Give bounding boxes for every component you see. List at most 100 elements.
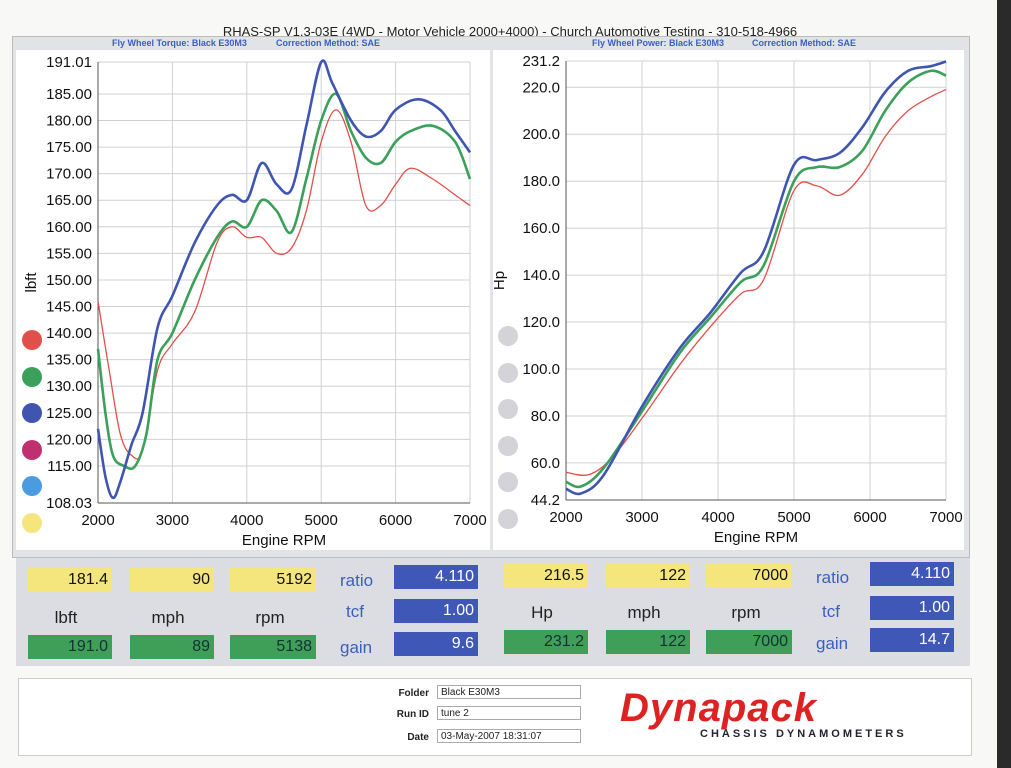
legend-dot-grey[interactable] — [498, 435, 518, 456]
torque-y-tick-label: 125.00 — [46, 405, 92, 422]
legend-dot-grey[interactable] — [498, 508, 518, 529]
legend-dot-red[interactable] — [22, 330, 42, 350]
torque-panel — [16, 50, 490, 550]
power-y-tick-label: 60.0 — [531, 455, 560, 472]
torque-y-tick-label: 150.00 — [46, 272, 92, 289]
torque-y-tick-label: 175.00 — [46, 139, 92, 156]
speed-peak-value-right: 122 — [606, 630, 690, 654]
legend-dot-grey[interactable] — [498, 362, 518, 383]
power-y-tick-label: 44.2 — [531, 492, 560, 509]
rpm-unit-label-right: rpm — [731, 603, 761, 622]
power-x-axis-label: Engine RPM — [714, 529, 798, 546]
torque-y-tick-label: 185.00 — [46, 86, 92, 103]
torque-x-tick-label: 2000 — [81, 512, 114, 529]
torque-x-tick-label: 4000 — [230, 512, 263, 529]
power-x-tick-label: 5000 — [777, 509, 810, 526]
speed-unit-label-right: mph — [627, 603, 661, 622]
speed-cursor-value: 90 — [130, 568, 214, 592]
torque-x-tick-label: 7000 — [453, 512, 486, 529]
legend-dot-magenta[interactable] — [22, 439, 42, 460]
folder-value: Black E30M3 — [437, 685, 581, 699]
scan-edge — [997, 0, 1011, 768]
power-x-tick-label: 2000 — [549, 509, 582, 526]
speed-cursor-value-right: 122 — [606, 564, 690, 588]
torque-y-tick-label: 180.00 — [46, 113, 92, 130]
ratio-label: ratio — [340, 571, 374, 590]
torque-y-tick-label: 155.00 — [46, 245, 92, 262]
legend-dot-blue[interactable] — [22, 403, 42, 423]
gain-value-right: 14.7 — [870, 628, 954, 652]
legend-dot-grey[interactable] — [498, 326, 518, 346]
torque-x-tick-label: 3000 — [156, 512, 189, 529]
torque-y-axis-label: lbft — [23, 272, 40, 293]
torque-y-tick-label: 145.00 — [46, 299, 92, 316]
power-cursor-value: 216.5 — [504, 564, 588, 588]
gain-label-right: gain — [816, 634, 849, 653]
torque-y-tick-label: 108.03 — [46, 495, 92, 512]
rpm-cursor-value-right: 7000 — [706, 564, 792, 588]
tcf-value-right: 1.00 — [870, 596, 954, 620]
legend-dot-grey[interactable] — [498, 399, 518, 419]
torque-peak-value: 191.0 — [28, 635, 112, 659]
folder-label: Folder — [398, 688, 429, 699]
torque-x-tick-label: 6000 — [379, 512, 412, 529]
power-panel — [493, 50, 964, 550]
torque-series-red — [97, 109, 471, 460]
rpm-peak-value: 5138 — [230, 635, 316, 659]
legend-dot-yellow[interactable] — [22, 512, 42, 533]
power-series-green — [565, 69, 947, 489]
torque-series-blue — [96, 59, 472, 500]
power-y-tick-label: 231.2 — [522, 53, 560, 70]
rpm-unit-label: rpm — [255, 608, 285, 627]
power-y-tick-label: 200.0 — [522, 126, 560, 143]
rpm-peak-value-right: 7000 — [706, 630, 792, 654]
torque-y-tick-label: 120.00 — [46, 431, 92, 448]
torque-y-tick-label: 160.00 — [46, 219, 92, 236]
torque-x-tick-label: 5000 — [305, 512, 338, 529]
left-correction-label: Correction Method: SAE — [276, 38, 381, 48]
torque-y-tick-label: 170.00 — [46, 166, 92, 183]
power-unit-label: Hp — [531, 603, 553, 622]
power-x-tick-label: 7000 — [929, 509, 962, 526]
right-correction-label: Correction Method: SAE — [752, 38, 857, 48]
date-label: Date — [407, 732, 429, 743]
tcf-value: 1.00 — [394, 599, 478, 623]
run-id-label: Run ID — [396, 709, 429, 720]
torque-y-tick-label: 115.00 — [47, 458, 92, 475]
legend-dot-green[interactable] — [22, 366, 42, 387]
legend-dot-grey[interactable] — [498, 472, 518, 492]
run-id-value: tune 2 — [437, 706, 581, 720]
left-sub-label: Fly Wheel Torque: Black E30M3 — [112, 38, 247, 48]
torque-unit-label: lbft — [54, 608, 78, 627]
power-readout: 216.5 122 7000 Hp mph rpm 231.2 122 7000… — [492, 558, 970, 666]
power-x-tick-label: 4000 — [701, 509, 734, 526]
power-x-tick-label: 3000 — [625, 509, 658, 526]
torque-series-green — [96, 92, 472, 471]
rpm-cursor-value: 5192 — [230, 568, 316, 592]
power-y-tick-label: 120.0 — [522, 314, 560, 331]
ratio-value: 4.110 — [394, 565, 478, 589]
power-y-axis-label: Hp — [491, 271, 508, 290]
torque-readout: 181.4 90 5192 lbft mph rpm 191.0 89 5138… — [16, 558, 494, 666]
right-sub-label: Fly Wheel Power: Black E30M3 — [592, 38, 725, 48]
logo-tagline: CHASSIS DYNAMOMETERS — [700, 728, 907, 740]
page-title: RHAS-SP V1.3-03E (4WD - Motor Vehicle 20… — [222, 24, 798, 39]
tcf-label: tcf — [346, 602, 364, 621]
power-series-red — [565, 89, 947, 476]
legend-dot-lightblue[interactable] — [22, 476, 42, 496]
torque-cursor-value: 181.4 — [28, 568, 112, 592]
power-y-tick-label: 100.0 — [522, 361, 560, 378]
torque-y-tick-label: 130.00 — [46, 378, 92, 395]
power-x-tick-label: 6000 — [853, 509, 886, 526]
torque-x-axis-label: Engine RPM — [242, 532, 326, 549]
torque-y-tick-label: 165.00 — [46, 192, 92, 209]
gain-label: gain — [340, 638, 373, 657]
power-peak-value: 231.2 — [504, 630, 588, 654]
power-y-tick-label: 140.0 — [522, 267, 560, 284]
gain-value: 9.6 — [394, 632, 478, 656]
ratio-value-right: 4.110 — [870, 562, 954, 586]
power-series-blue — [565, 60, 947, 496]
tcf-label-right: tcf — [822, 602, 840, 621]
date-value: 03-May-2007 18:31:07 — [437, 729, 581, 743]
